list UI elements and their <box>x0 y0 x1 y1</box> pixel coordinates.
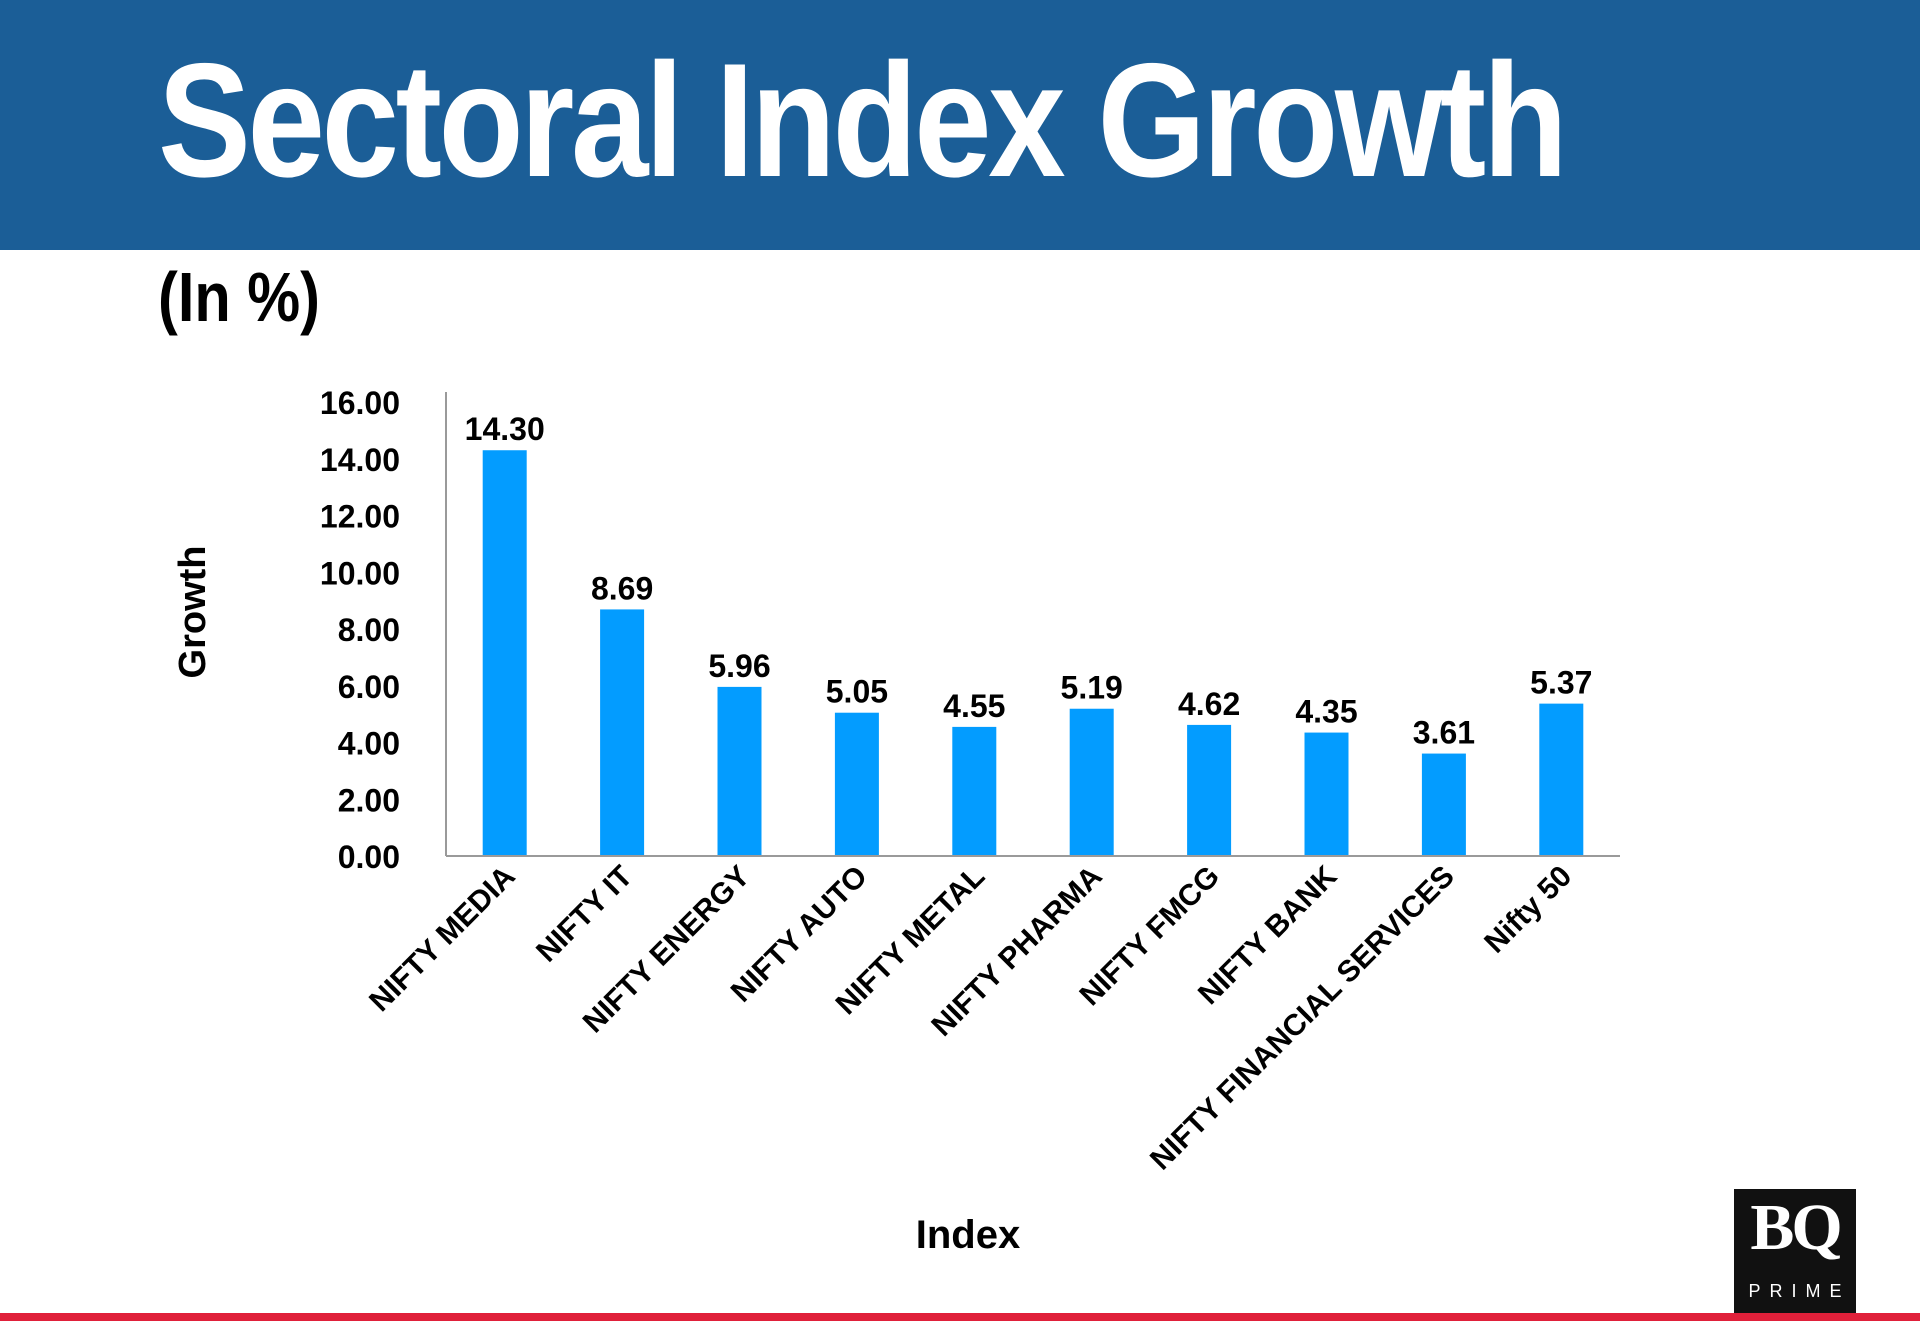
bar <box>717 686 762 856</box>
x-tick-label: NIFTY IT <box>530 860 639 969</box>
bar <box>952 726 997 856</box>
value-label: 5.05 <box>826 674 888 710</box>
bars <box>482 450 1584 856</box>
y-tick-label: 16.00 <box>320 385 400 421</box>
bar <box>834 712 879 856</box>
chart-title: Sectoral Index Growth <box>158 30 1568 211</box>
bar <box>1304 732 1349 856</box>
bar <box>600 609 645 856</box>
value-label: 4.35 <box>1295 694 1357 730</box>
value-label: 4.55 <box>943 688 1005 724</box>
x-tick-label: NIFTY MEDIA <box>363 860 521 1018</box>
value-label: 14.30 <box>465 411 545 447</box>
bar <box>482 450 527 856</box>
y-tick-label: 4.00 <box>338 726 400 762</box>
x-axis-label: Index <box>916 1213 1020 1257</box>
logo-brand-text: BQ <box>1750 1191 1842 1264</box>
value-label: 5.19 <box>1061 670 1123 706</box>
bar <box>1421 753 1466 856</box>
bar <box>1069 708 1114 856</box>
y-tick-label: 0.00 <box>338 839 400 875</box>
y-tick-label: 12.00 <box>320 499 400 535</box>
logo-sub-text: PRIME <box>1748 1281 1851 1301</box>
x-tick-label: Nifty 50 <box>1478 860 1578 960</box>
value-label: 3.61 <box>1413 715 1475 751</box>
unit-label: (In %) <box>158 258 320 336</box>
bar <box>1187 724 1232 856</box>
brand-logo: BQ PRIME <box>1734 1189 1856 1315</box>
value-label: 8.69 <box>591 570 653 606</box>
y-tick-label: 2.00 <box>338 782 400 818</box>
y-tick-label: 14.00 <box>320 442 400 478</box>
y-axis-ticks: 0.00 2.00 4.00 6.00 8.00 10.00 12.00 14.00 16.00 <box>320 385 400 875</box>
y-axis-label: Growth <box>172 546 214 679</box>
value-label: 5.37 <box>1530 665 1592 701</box>
y-tick-label: 6.00 <box>338 669 400 705</box>
bar <box>1539 703 1584 856</box>
header-banner <box>0 0 1920 250</box>
y-tick-label: 8.00 <box>338 612 400 648</box>
y-tick-label: 10.00 <box>320 555 400 591</box>
bottom-accent-line <box>0 1313 1920 1321</box>
value-labels: 14.30 8.69 5.96 5.05 4.55 5.19 4.62 4.35 3.61 5.3… <box>465 411 1593 750</box>
value-label: 4.62 <box>1178 686 1240 722</box>
value-label: 5.96 <box>708 648 770 684</box>
